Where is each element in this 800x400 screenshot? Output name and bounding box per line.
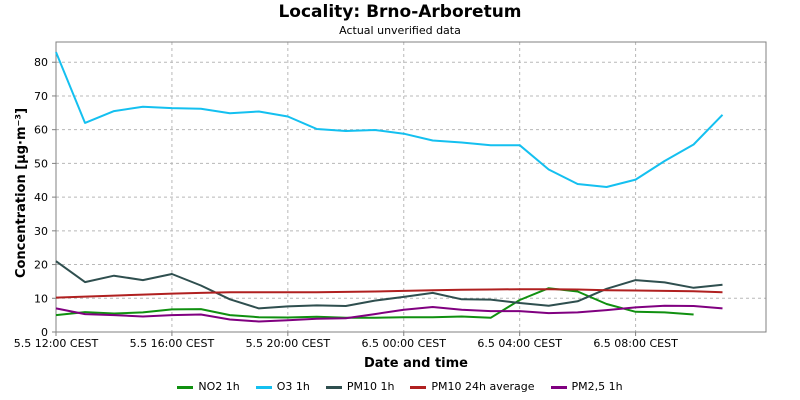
legend-item-o3-1h: O3 1h	[255, 380, 310, 394]
chart-subtitle: Actual unverified data	[339, 24, 461, 37]
axes: 0 10 20 30 40 50 60 70 80 5.5 12:00 CEST 5.5 16:00…	[14, 41, 767, 350]
x-tick-label: 5.5 16:00 CEST	[130, 337, 215, 350]
y-tick-label: 0	[41, 326, 48, 339]
series-line-o3-1h	[55, 51, 724, 188]
plot-frame	[55, 41, 767, 333]
legend-swatch	[255, 385, 272, 389]
chart-title: Locality: Brno-Arboretum	[278, 2, 522, 22]
legend-swatch	[410, 385, 427, 389]
legend-item-pm10-24h-average: PM10 24h average	[410, 380, 535, 394]
legend-label: PM10 1h	[346, 380, 395, 393]
chart-legend: NO2 1h O3 1h PM10 1h PM10 24h average PM2,5 …	[0, 380, 800, 394]
y-axis-label: Concentration [µg·m⁻³]	[14, 108, 29, 278]
x-tick-label: 6.5 04:00 CEST	[477, 337, 562, 350]
y-tick-label: 70	[34, 90, 48, 103]
y-tick-label: 20	[34, 259, 48, 272]
legend-swatch	[177, 385, 194, 389]
legend-label: PM10 24h average	[431, 380, 535, 393]
legend-item-no2-1h: NO2 1h	[177, 380, 240, 394]
series-lines	[55, 51, 724, 323]
legend-label: NO2 1h	[198, 380, 240, 393]
grid-lines	[56, 42, 766, 332]
legend-swatch	[325, 385, 342, 389]
series-line-pm10-1h	[55, 260, 723, 310]
legend-label: O3 1h	[276, 380, 310, 393]
series-line-no2-1h	[55, 287, 694, 319]
x-axis-label: Date and time	[364, 356, 468, 371]
legend-item-pm2-5-1h: PM2,5 1h	[550, 380, 623, 394]
x-tick-label: 6.5 08:00 CEST	[593, 337, 678, 350]
y-tick-label: 80	[34, 56, 48, 69]
series-line-pm2-5-1h	[55, 304, 723, 323]
x-tick-label: 5.5 20:00 CEST	[246, 337, 331, 350]
y-tick-label: 50	[34, 157, 48, 170]
legend-item-pm10-1h: PM10 1h	[325, 380, 395, 394]
legend-swatch	[550, 385, 567, 389]
x-tick-label: 6.5 00:00 CEST	[361, 337, 446, 350]
legend-label: PM2,5 1h	[571, 380, 623, 393]
y-tick-label: 10	[34, 292, 48, 305]
y-tick-label: 60	[34, 124, 48, 137]
y-tick-label: 40	[34, 191, 48, 204]
y-tick-label: 30	[34, 225, 48, 238]
x-tick-label: 5.5 12:00 CEST	[14, 337, 99, 350]
series-line-pm10-24h-average	[55, 288, 723, 299]
